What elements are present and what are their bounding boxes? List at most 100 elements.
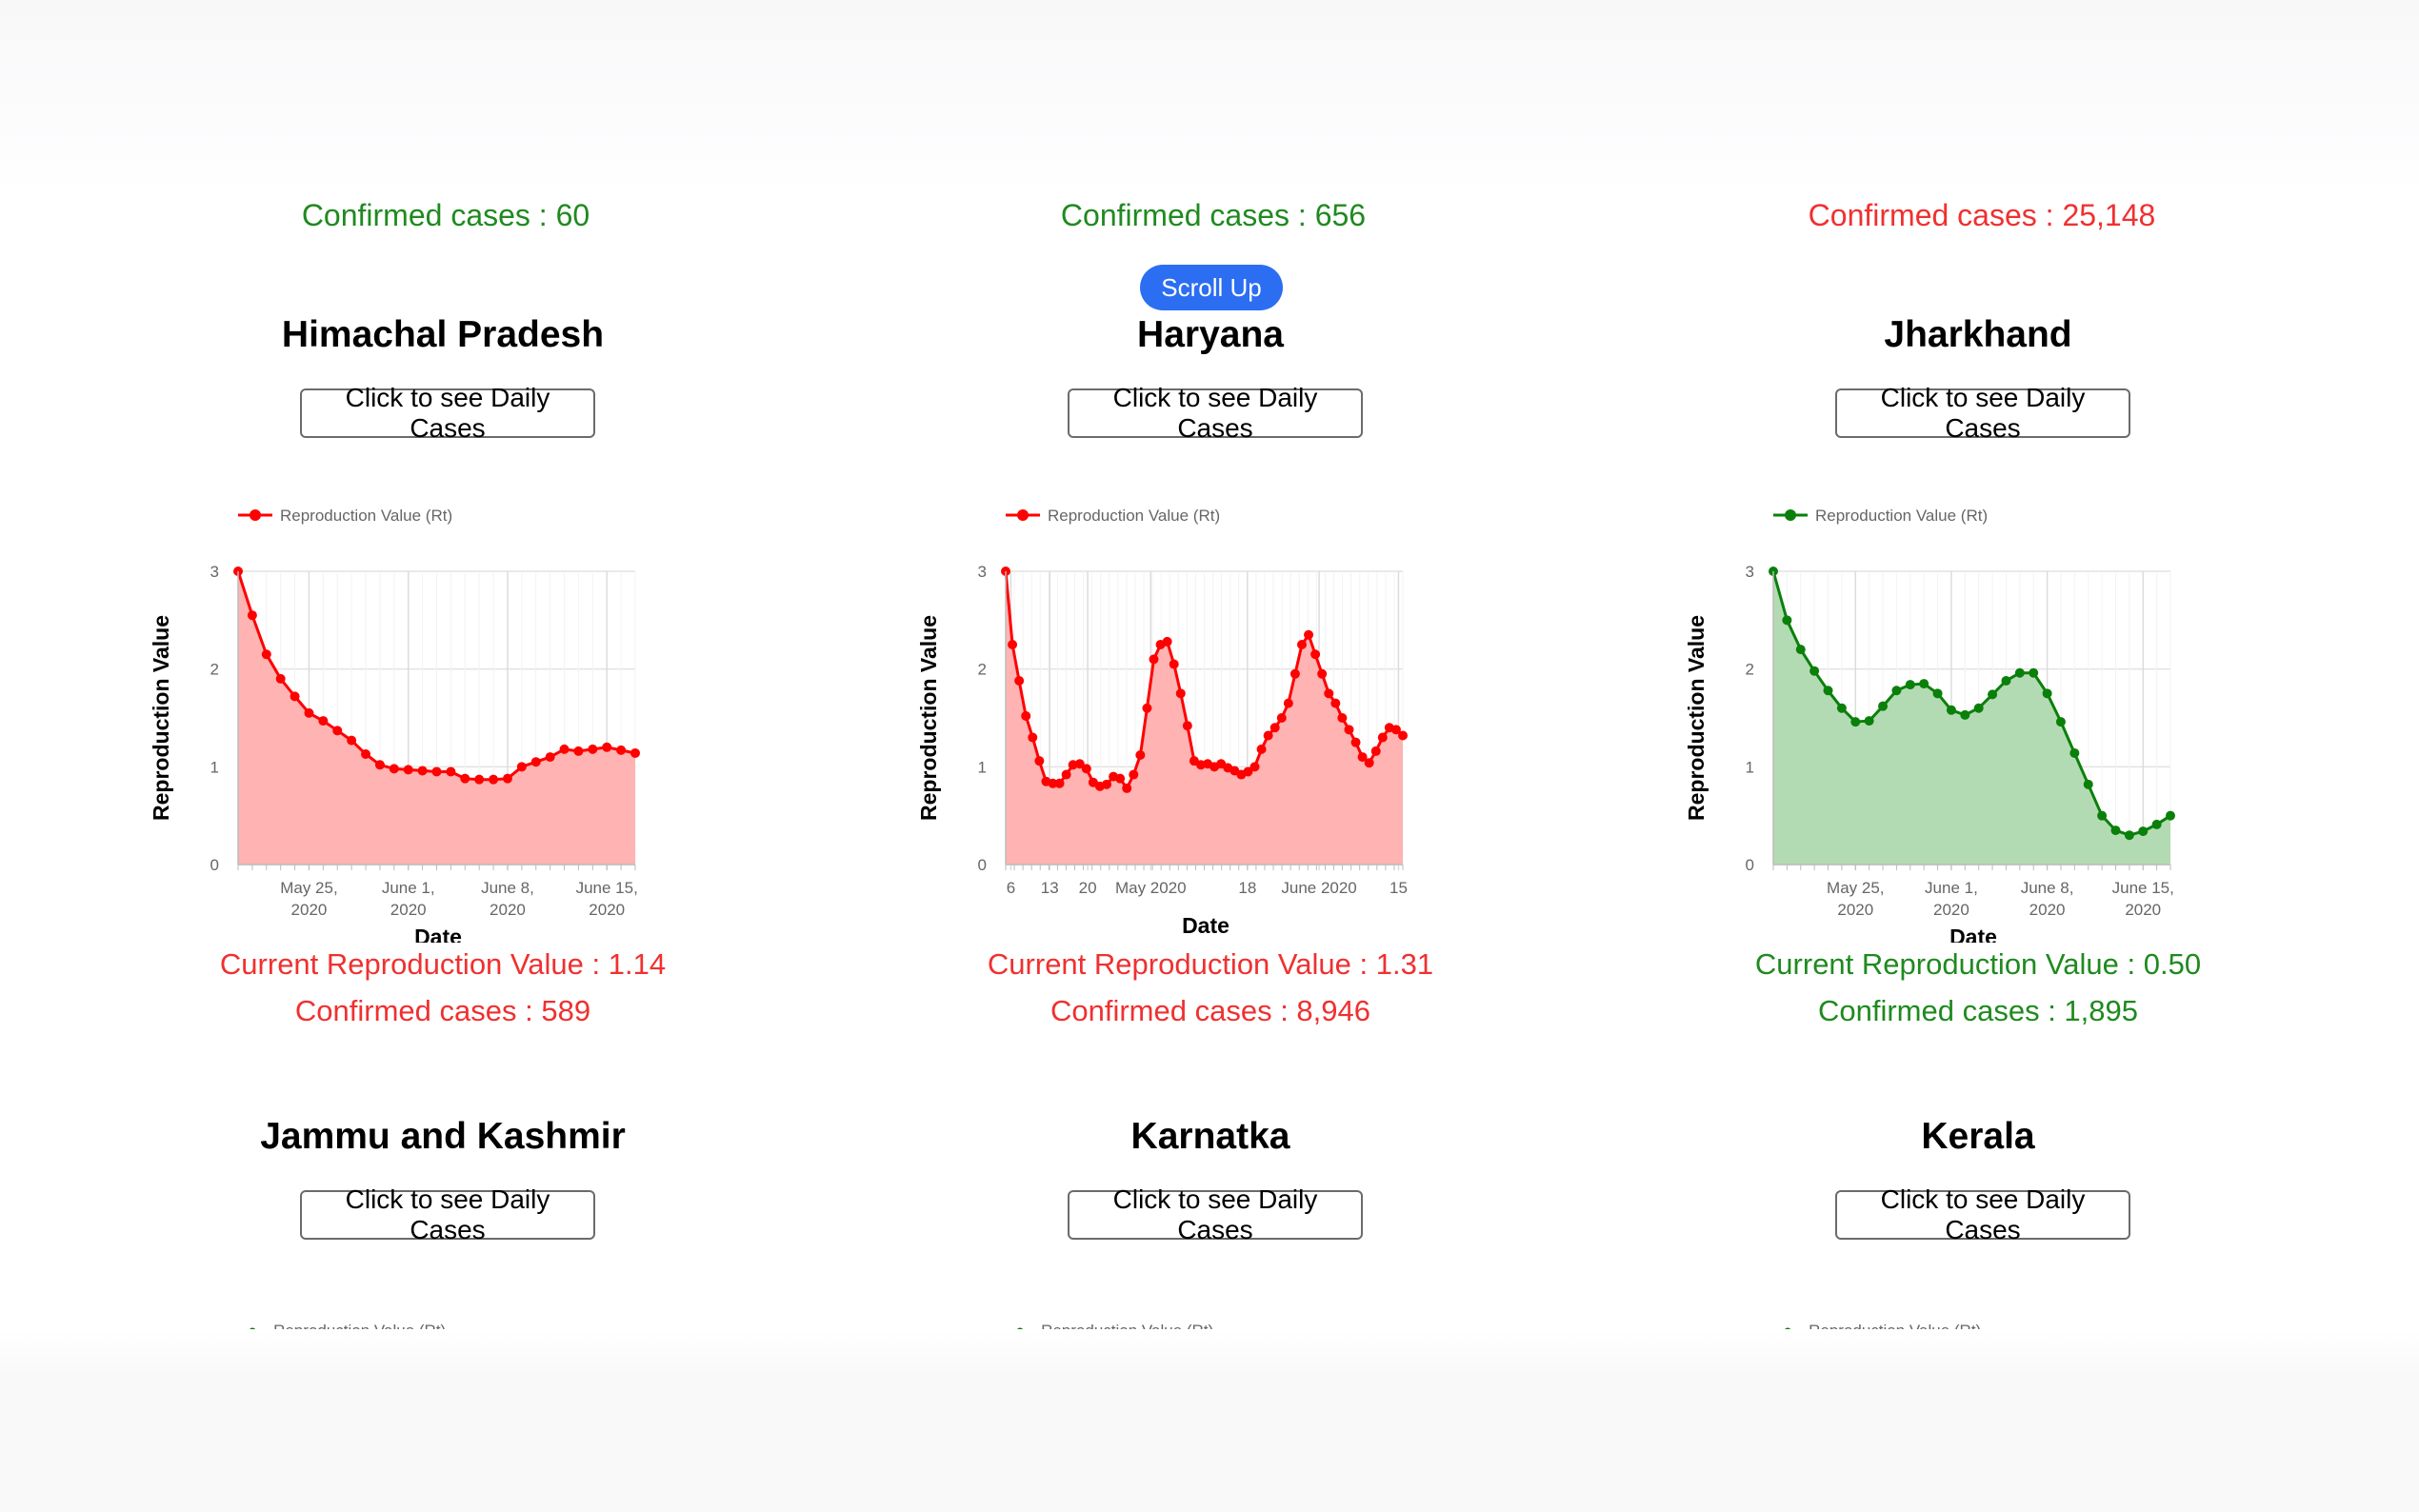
data-point [389,764,399,774]
state-title: Jharkhand [1884,314,2072,355]
scroll-up-button[interactable]: Scroll Up [1140,265,1283,310]
x-axis-title: Date [1949,925,1997,943]
data-point [1014,675,1025,686]
y-tick-label: 2 [210,661,219,679]
x-tick-label-year: 2020 [2029,901,2066,919]
data-point [602,742,612,752]
data-point [460,773,470,784]
data-point [2069,747,2080,758]
data-point [1782,615,1792,626]
legend-swatch-dot [1017,509,1029,521]
confirmed-cases: Confirmed cases : 1,895 [1817,994,2138,1027]
data-point [1135,750,1146,761]
data-point [1836,703,1847,713]
data-point [1182,721,1192,731]
data-point [1021,710,1031,721]
data-point [489,774,499,785]
data-point [1398,730,1408,741]
data-point [1960,709,1970,720]
data-point [1891,686,1902,696]
page-footer-faded [0,1329,2419,1512]
series-area [1773,571,2170,865]
y-tick-label: 3 [1746,563,1754,581]
y-tick-label: 0 [1746,856,1754,874]
y-tick-label: 3 [978,563,987,581]
data-point [1129,769,1139,780]
rt-chart-haryana: Reproduction Value (Rt) 0 1 2 3 6 13 20 May 2020… [916,507,1408,938]
data-point [1337,713,1348,723]
data-point [247,610,257,621]
x-tick-label-year: 2020 [589,901,625,919]
data-point [1249,762,1260,772]
y-tick-label: 3 [210,563,219,581]
data-point [2042,688,2052,699]
daily-cases-button[interactable]: Click to see Daily Cases [1068,1184,1363,1244]
data-point [446,766,456,777]
daily-cases-button[interactable]: Click to see Daily Cases [1068,383,1363,443]
y-tick-label: 0 [978,856,987,874]
daily-cases-button[interactable]: Click to see Daily Cases [1835,1184,2130,1244]
state-title: Himachal Pradesh [281,314,605,355]
confirmed-cases: Confirmed cases : 8,946 [1050,994,1370,1027]
confirmed-cases: Confirmed cases : 589 [294,994,591,1027]
data-point [1115,773,1126,784]
data-point [290,691,300,702]
data-point [1149,654,1159,665]
daily-cases-button[interactable]: Click to see Daily Cases [300,1184,595,1244]
data-point [275,673,286,684]
data-point [2001,675,2011,686]
x-tick-label-year: 2020 [490,901,526,919]
daily-cases-button[interactable]: Click to see Daily Cases [300,383,595,443]
x-tick-label-year: 2020 [390,901,427,919]
legend-swatch-dot [250,509,261,521]
current-rt-value: Current Reproduction Value : 0.50 [1754,947,2202,981]
data-point [1034,756,1045,766]
data-point [1263,730,1273,741]
data-point [1162,636,1172,647]
data-point [2097,810,2108,821]
data-point [1330,698,1341,708]
data-point [1864,716,1874,726]
y-tick-label: 0 [210,856,219,874]
data-point [374,760,385,770]
state-title: Haryana [1137,314,1284,355]
data-point [304,707,314,718]
data-point [1304,629,1314,640]
data-point [1283,698,1293,708]
x-tick-label-year: 2020 [1933,901,1969,919]
daily-cases-button[interactable]: Click to see Daily Cases [1835,383,2130,443]
rt-chart-jharkhand: Reproduction Value (Rt) 0 1 2 3 May 25, 2020 Ju… [1684,507,2175,943]
state-title: Karnatka [1130,1116,1290,1157]
data-point [1317,668,1328,679]
data-point [361,748,371,759]
data-point [1988,689,1998,700]
previous-confirmed-middle-row: Confirmed cases : 656 [1060,198,1367,232]
data-point [630,747,640,758]
x-tick-label: June 8, [481,879,534,897]
state-title: Jammu and Kashmir [260,1116,626,1157]
data-point [1390,725,1401,735]
x-tick-label: May 2020 [1115,879,1187,897]
data-point [616,745,627,755]
x-axis-title: Date [414,925,462,943]
data-point [1289,668,1300,679]
data-point [2029,667,2039,678]
data-point [1175,688,1186,699]
legend-peek-right: ─●─ Reproduction Value (Rt) [1771,1322,1981,1329]
y-tick-label: 1 [1746,758,1754,776]
data-point [318,716,329,726]
x-axis-title: Date [1182,913,1229,938]
x-tick-label: June 1, [382,879,435,897]
data-point [1008,640,1018,649]
data-point [417,766,428,776]
x-tick-label-year: 2020 [1837,901,1873,919]
data-point [1142,703,1152,713]
x-tick-label: June 1, [1925,879,1978,897]
data-point [1370,746,1381,756]
x-tick-label: 20 [1079,879,1097,897]
data-point [1296,640,1307,649]
x-tick-label: May 25, [280,879,337,897]
data-point [545,752,555,763]
y-tick-label: 1 [978,758,987,776]
state-title: Kerala [1921,1116,2035,1157]
